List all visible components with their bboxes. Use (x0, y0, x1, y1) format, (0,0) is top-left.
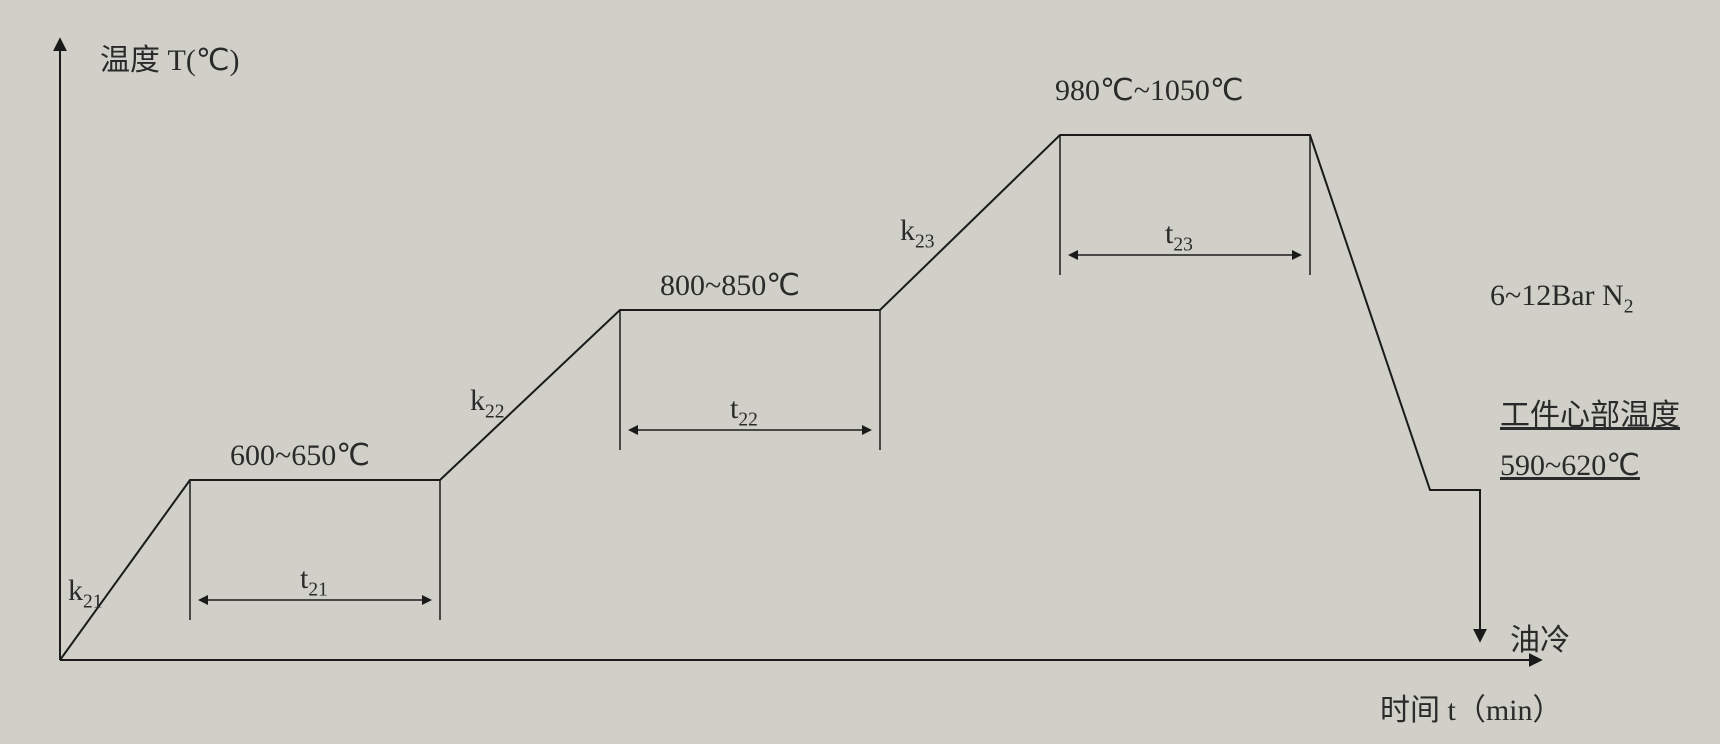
side-label: 590~620℃ (1500, 449, 1640, 482)
x-axis-label: 时间 t（min） (1380, 694, 1563, 727)
side-label: 6~12Bar N2 (1490, 279, 1633, 318)
plateau-temp-label: 600~650℃ (230, 439, 370, 472)
y-axis-label: 温度 T(℃) (100, 44, 240, 77)
plateau-temp-label: 980℃~1050℃ (1055, 74, 1244, 107)
side-label: 油冷 (1510, 624, 1570, 657)
heat-treatment-chart: 温度 T(℃)时间 t（min）t21t22t23k21k22k23600~65… (0, 0, 1720, 744)
plateau-temp-label: 800~850℃ (660, 269, 800, 302)
side-label: 工件心部温度 (1500, 399, 1680, 432)
